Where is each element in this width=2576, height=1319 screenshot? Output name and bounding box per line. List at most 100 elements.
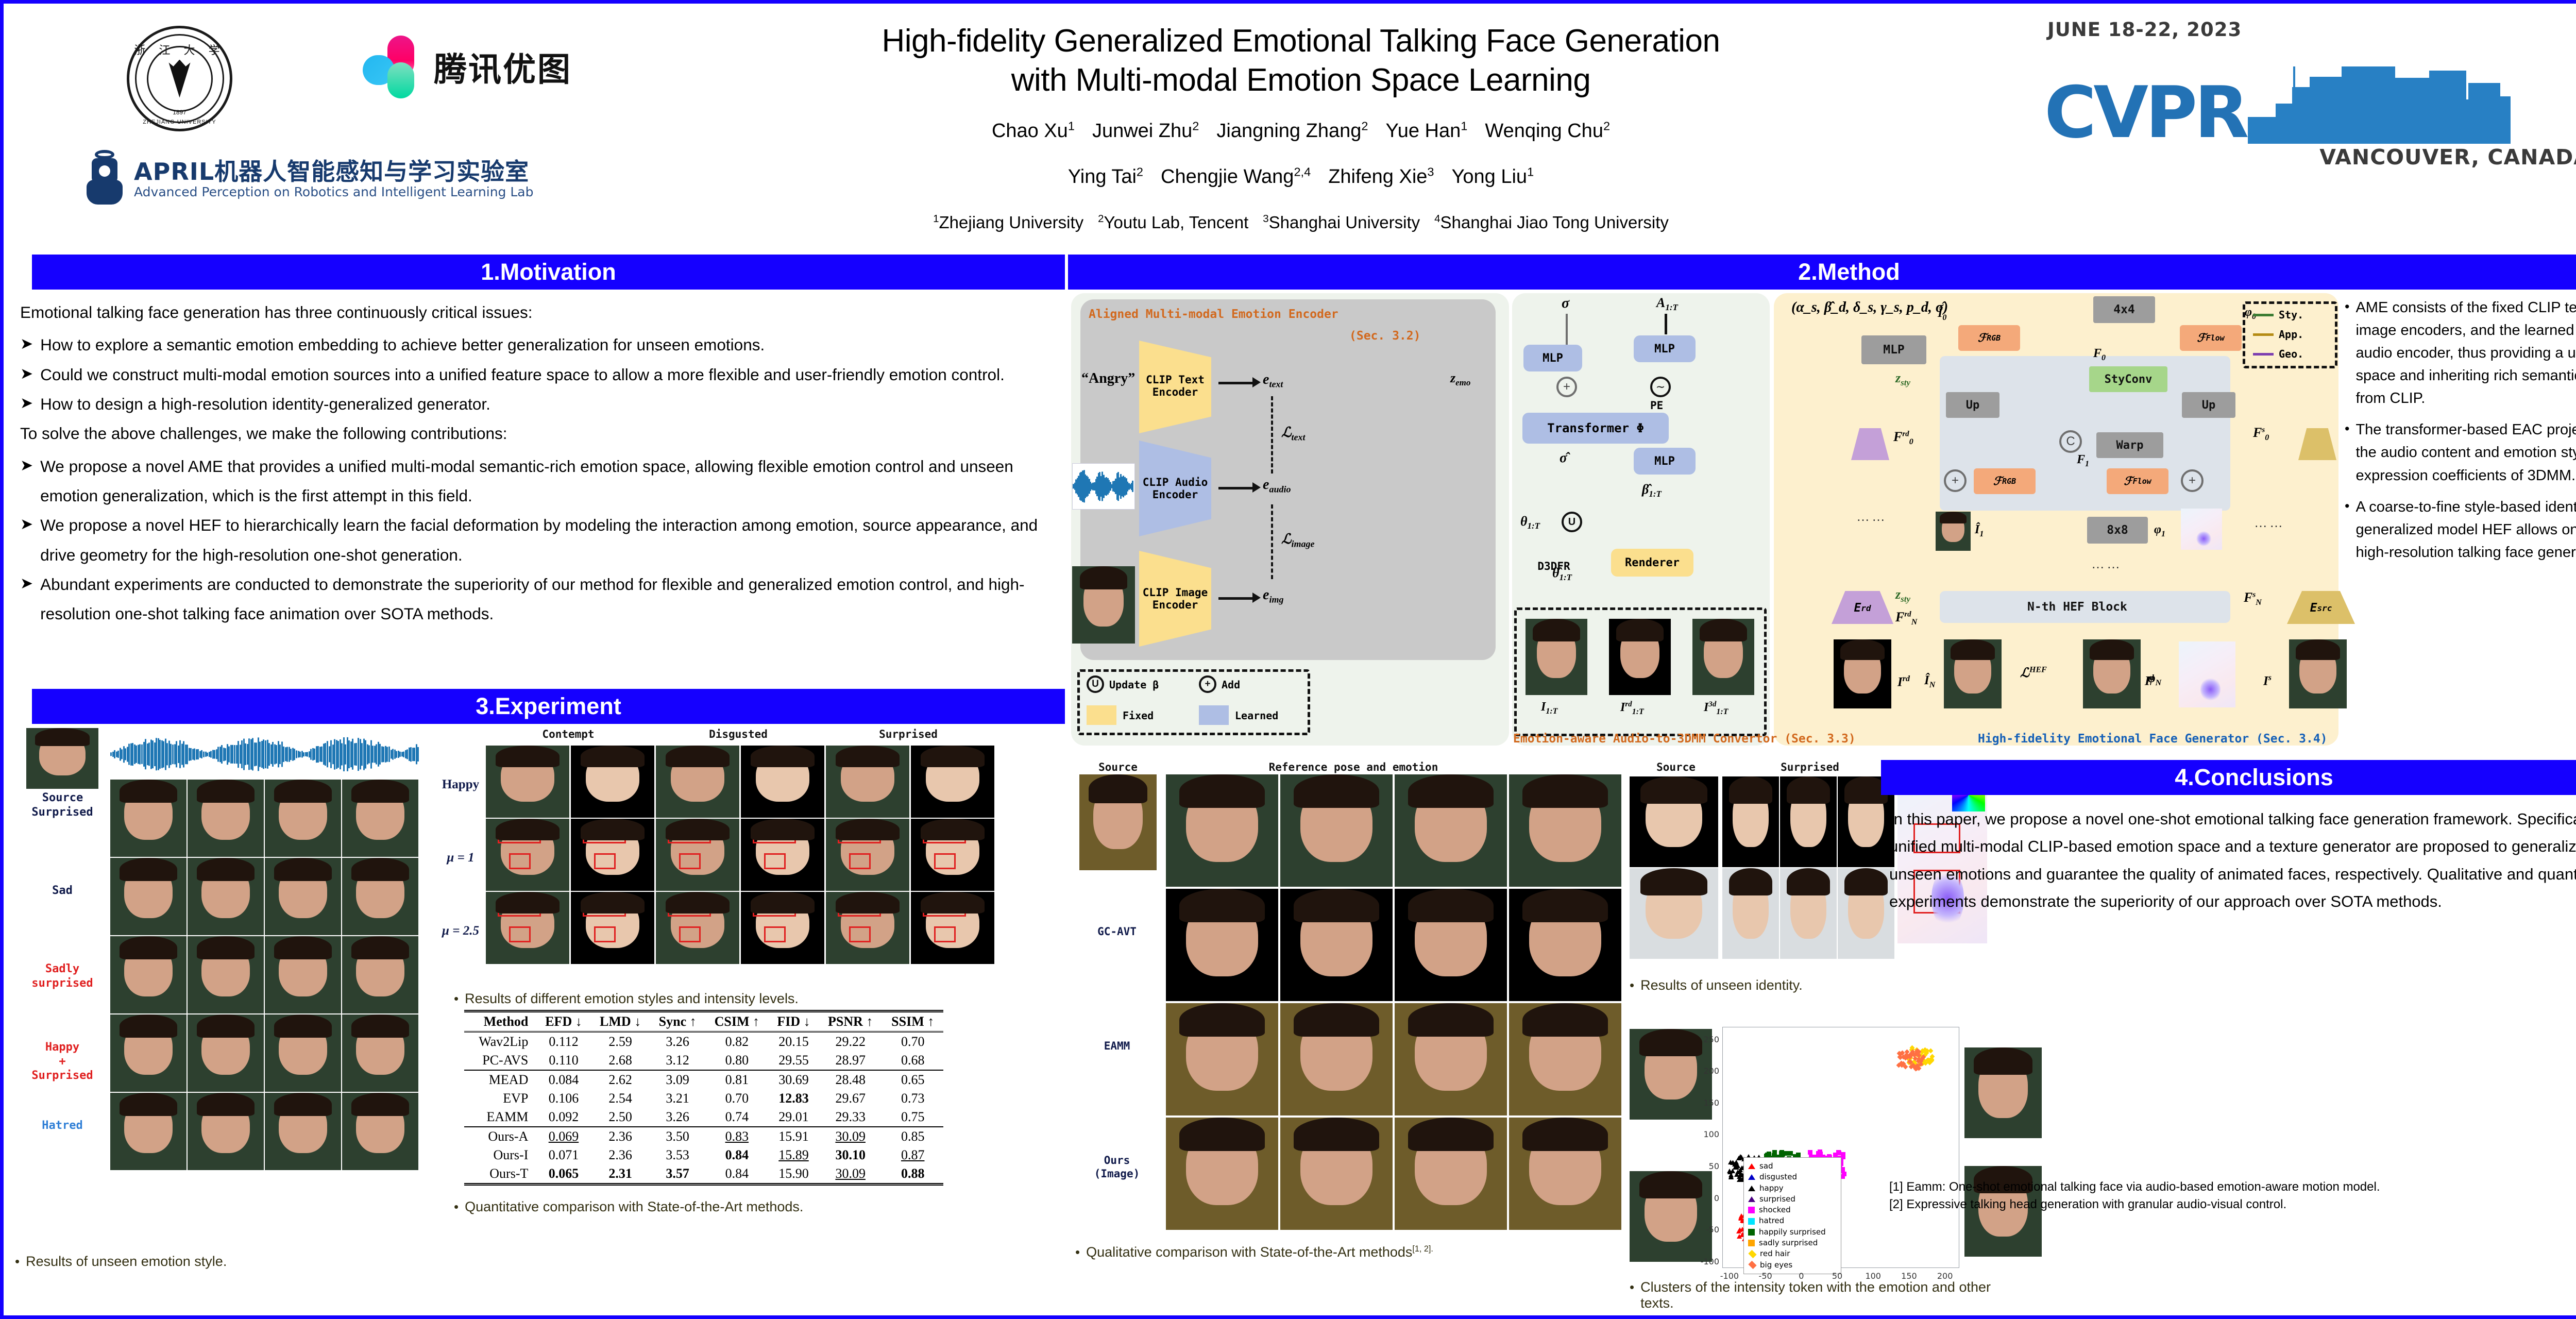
legend-item: disgusted (1748, 1172, 1837, 1182)
unseen-result-face (1838, 868, 1894, 959)
affiliations: 1Zhejiang University 2Youtu Lab, Tencent 3… (933, 213, 1669, 232)
author-name: Yong Liu1 (1452, 166, 1534, 188)
arrow-audio-to-emb (1218, 487, 1255, 489)
fig2-face (656, 746, 739, 818)
author-name: Chao Xu1 (992, 120, 1075, 142)
row-label: Happy + Surprised (18, 1040, 107, 1083)
table-cell: 0.87 (882, 1146, 943, 1164)
bullet-icon: • (1075, 1244, 1080, 1260)
loss-hef-label: ℒHEF (2020, 665, 2047, 681)
d3dfr-label: D3DFR (1520, 552, 1587, 581)
qual-face (1166, 1118, 1278, 1230)
bullet-icon: • (454, 1199, 459, 1215)
qual-face (1509, 1118, 1621, 1230)
y-axis-tick: 150 (1696, 1098, 1719, 1108)
zhejiang-university-logo: 浙 江 大 学 1897 ZHEJIANG UNIVERSITY (127, 26, 232, 131)
table-cell: MEAD (464, 1070, 536, 1089)
conclusions-references: [1] Eamm: One-shot emotional talking fac… (1889, 1178, 2576, 1213)
table-cell: 3.57 (650, 1164, 705, 1185)
table-cell: 0.83 (705, 1127, 769, 1146)
list-item-text: We propose a novel AME that provides a u… (40, 452, 1059, 511)
qual-face (1280, 1003, 1393, 1115)
panel-hef: (α_s, β̂_d, δ_s, γ_s, p_d, σ̂) MLP 4x4 ℱ… (1774, 293, 2338, 746)
unseen-col-source: Source (1630, 761, 1722, 773)
flow-legend-label: App. (2279, 328, 2303, 341)
F0-s-label: Fs0 (2253, 425, 2269, 443)
author-name: Ying Tai2 (1068, 166, 1143, 188)
y-axis-tick: -50 (1696, 1225, 1719, 1235)
table-cell: 2.36 (591, 1146, 650, 1164)
table-row: Wav2Lip 0.112 2.59 3.26 0.82 20.15 29.22 0.70 (464, 1032, 943, 1052)
bullet-icon: • (15, 1254, 20, 1270)
table-cell: 0.81 (705, 1070, 769, 1089)
highlight-box (934, 926, 956, 942)
row-label: Hatred (18, 1119, 107, 1133)
highlight-box (764, 926, 786, 942)
legend-item: happy (1748, 1183, 1837, 1194)
fig2-face (486, 819, 569, 891)
experiment-area: Source Surprised Sad Sadly surprised Happy + S… (15, 728, 1066, 1310)
rendered-frames-Ird (1609, 619, 1671, 695)
I-s-image (2289, 639, 2347, 708)
encoder-rd-label: Erd (1832, 595, 1893, 621)
table-row: Ours-I 0.071 2.36 3.53 0.84 15.89 30.10 0.87 (464, 1146, 943, 1164)
arrow-bullet-icon: ➤ (20, 511, 33, 570)
table-cell: 30.09 (819, 1164, 882, 1185)
legend-marker (1748, 1240, 1755, 1246)
legend-item: sadly surprised (1748, 1238, 1837, 1248)
table-cell: 2.31 (591, 1164, 650, 1185)
highlight-box (849, 853, 871, 869)
unseen-result-face (1780, 868, 1837, 959)
e-img-label: eimg (1263, 587, 1283, 605)
fig2-face (826, 892, 909, 964)
method-column: 2.Method (1068, 255, 2576, 290)
motivation-column: 1.Motivation Emotional talking face gene… (15, 255, 1065, 629)
legend-marker (1748, 1261, 1756, 1269)
data-point (1841, 1152, 1845, 1157)
reference-item: [1] Eamm: One-shot emotional talking fac… (1889, 1178, 2576, 1196)
fig2-face (741, 819, 824, 891)
arrow-image-to-emb (1218, 597, 1255, 600)
table-cell: EVP (464, 1089, 536, 1108)
hef-panel-title: High-fidelity Emotional Face Generator (… (1978, 732, 2328, 746)
zju-logo-year: 1897 (127, 109, 232, 116)
reference-item: [2] Expressive talking head generation w… (1889, 1196, 2576, 1213)
figure-emotion-intensity-and-table: Contempt Disgusted Surprised Happy μ = 1 μ =… (436, 728, 1066, 1215)
author-name: Chengjie Wang2,4 (1161, 166, 1311, 188)
list-item-text: How to explore a semantic emotion embedd… (40, 330, 1059, 360)
fig2-face (741, 892, 824, 964)
list-item-text: How to design a high-resolution identity… (40, 390, 1059, 419)
table-row: MEAD 0.084 2.62 3.09 0.81 30.69 28.48 0.65 (464, 1070, 943, 1089)
qual-face (1166, 889, 1278, 1001)
add-icon: + (1199, 675, 1216, 693)
e-audio-label: eaudio (1263, 477, 1291, 495)
phi-1-label: φ1 (2154, 523, 2165, 539)
fig2-col-header: Contempt (486, 728, 651, 740)
highlight-box (583, 832, 626, 843)
legend-item: happily surprised (1748, 1227, 1837, 1238)
positional-encoding-icon: ∼ (1650, 377, 1671, 397)
data-point (1783, 1151, 1787, 1156)
caption-qualitative: • Qualitative comparison with State-of-t… (1075, 1244, 1621, 1260)
F1-label: F1 (2077, 453, 2089, 469)
table-cell: 0.80 (705, 1051, 769, 1070)
title-block: High-fidelity Generalized Emotional Talk… (677, 7, 1925, 233)
affiliation: 1Zhejiang University (933, 213, 1083, 232)
tencent-mark-icon (363, 36, 423, 98)
data-point (1736, 1229, 1741, 1233)
F0-label: F0 (2093, 347, 2106, 363)
legend-marker (1748, 1163, 1755, 1169)
I-s-label: Is (2263, 673, 2272, 688)
I-d-image (2083, 639, 2141, 708)
legend-marker (1748, 1250, 1756, 1258)
method-figure: Aligned Multi-modal Emotion Encoder (Sec… (1071, 293, 2338, 752)
table-cell: 0.84 (705, 1146, 769, 1164)
table-cell: 0.70 (882, 1032, 943, 1052)
qual-face (1280, 889, 1393, 1001)
I-hat-1-image (1936, 512, 1971, 551)
highlight-box (679, 853, 701, 869)
table-row: Ours-A 0.069 2.36 3.50 0.83 15.91 30.09 0.85 (464, 1127, 943, 1146)
clip-text-encoder-label: CLIP Text Encoder (1139, 350, 1211, 422)
method-bullet-text: AME consists of the fixed CLIP text and … (2355, 296, 2576, 410)
panel-eac: σ A1:T MLP MLP zemo + ∼ PE Transformer Φ… (1512, 293, 1770, 746)
